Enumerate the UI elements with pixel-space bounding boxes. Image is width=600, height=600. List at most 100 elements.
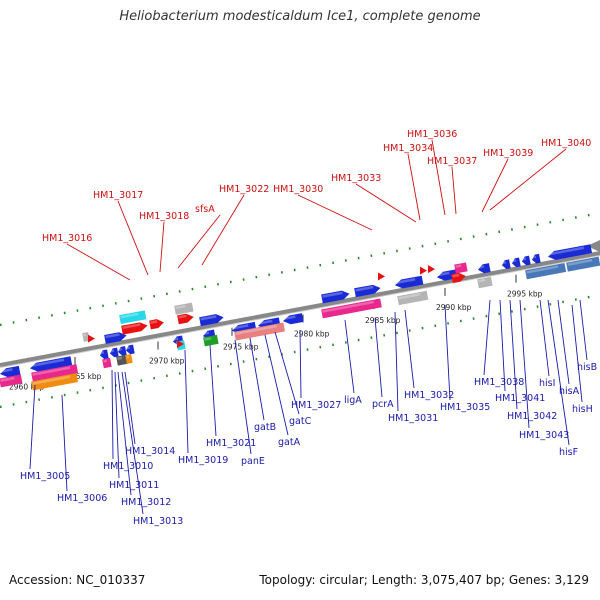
reverse-gene (126, 344, 135, 355)
reverse-gene (30, 356, 73, 372)
genome-summary-text: Topology: circular; Length: 3,075,407 bp… (259, 573, 589, 587)
lower-gene-label: HM1_3043 (519, 430, 569, 441)
feature-box-highlight (398, 293, 421, 300)
feature-box-shape (451, 272, 466, 284)
lower-gene-label: gatA (278, 437, 301, 448)
feature-box (477, 276, 493, 289)
feature-box (321, 298, 382, 319)
lower-leader-line (184, 349, 189, 454)
lower-leader-line (111, 369, 114, 460)
feature-box-highlight (32, 375, 71, 385)
lower-leader-line (557, 299, 570, 385)
reverse-gene-highlight (118, 347, 123, 351)
reverse-gene-shape (548, 244, 593, 260)
feature-box-shape (397, 290, 429, 306)
scale-tick-label: 2970 kbp (149, 357, 185, 366)
reverse-gene-highlight (203, 331, 210, 335)
lower-leader-line (264, 334, 289, 436)
lower-gene-label: ligA (344, 395, 362, 406)
reverse-gene-highlight (232, 324, 249, 330)
lower-leader-line (374, 317, 383, 398)
feature-box-highlight (175, 304, 186, 310)
lower-leader-line (29, 384, 36, 470)
upper-leader-line (431, 139, 446, 216)
upper-gene-label: HM1_3030 (273, 184, 323, 195)
upper-leader-line (407, 153, 421, 221)
lower-gene-label: HM1_3042 (507, 411, 557, 422)
reverse-gene (283, 313, 304, 325)
reverse-gene-highlight (258, 319, 273, 325)
feature-box-shape (31, 373, 79, 391)
feature-box (0, 374, 23, 388)
reverse-gene-shape (110, 347, 119, 358)
lower-gene-label: panE (241, 456, 265, 467)
feature-box (397, 290, 429, 306)
upper-gene-label: HM1_3040 (541, 138, 591, 149)
reverse-gene-shape (283, 313, 304, 325)
lower-gene-label: HM1_3012 (121, 497, 171, 508)
upper-leader-line (451, 166, 457, 215)
lower-leader-line (344, 319, 355, 394)
reverse-gene-highlight (173, 337, 179, 341)
upper-leader-line (201, 194, 245, 266)
feature-box-shape (177, 313, 194, 325)
upper-gene-label: HM1_3039 (483, 148, 533, 159)
upper-gene-label: HM1_3036 (407, 129, 457, 140)
forward-gene-shape (522, 255, 531, 266)
forward-gene-highlight (322, 291, 343, 298)
scale-tick-label: 2990 kbp (436, 303, 472, 312)
feature-box-highlight (0, 376, 15, 382)
feature-box (116, 354, 128, 366)
lower-gene-label: hisI (539, 378, 555, 389)
feature-box-shape (125, 353, 133, 364)
forward-gene-shape (512, 257, 521, 268)
feature-box-shape (116, 354, 128, 366)
lower-leader-line (404, 309, 415, 389)
feature-box-highlight (178, 314, 187, 319)
feature-box-shape (0, 374, 23, 388)
upper-gene-label: sfsA (195, 204, 215, 215)
feature-box (451, 272, 466, 284)
reverse-gene-shape (0, 365, 21, 378)
feature-box-highlight (455, 264, 462, 268)
feature-box (82, 331, 90, 342)
lower-leader-line (124, 371, 136, 445)
forward-gene-shape (199, 314, 224, 327)
forward-gene-shape (395, 275, 424, 289)
lower-gene-label: HM1_3035 (440, 402, 490, 413)
upper-gene-label: HM1_3033 (331, 173, 381, 184)
trna-arrow (177, 339, 184, 348)
lower-leader-line (117, 371, 132, 496)
feature-box (121, 322, 148, 335)
lower-leader-line (499, 299, 506, 392)
upper-gene-label: HM1_3016 (42, 233, 92, 244)
feature-box (119, 310, 147, 325)
feature-box-shape (321, 298, 382, 319)
reverse-gene-shape (126, 344, 135, 355)
forward-gene-highlight (512, 259, 517, 263)
feature-box (174, 302, 194, 315)
lower-gene-label: HM1_3027 (291, 400, 341, 411)
upper-leader-line (355, 183, 417, 223)
backbone-end-arrow (587, 240, 600, 252)
feature-box (525, 263, 567, 280)
feature-box-shape (566, 256, 600, 272)
scale-tick-label: 2995 kbp (507, 290, 543, 299)
reverse-gene-shape (30, 356, 73, 372)
forward-gene (478, 263, 491, 274)
upper-leader-line (177, 214, 221, 269)
forward-gene-highlight (200, 315, 217, 321)
lower-leader-line (234, 339, 252, 455)
lower-gene-label: HM1_3014 (125, 446, 175, 457)
lower-leader-line (579, 299, 588, 361)
feature-box-shape (121, 322, 148, 335)
feature-box (31, 364, 79, 382)
reverse-gene (100, 349, 109, 360)
forward-gene-shape (321, 290, 350, 304)
forward-gene-highlight (437, 271, 450, 277)
forward-gene (532, 253, 541, 264)
forward-gene (199, 314, 224, 327)
feature-box-highlight (32, 366, 71, 376)
feature-box-highlight (150, 320, 158, 324)
